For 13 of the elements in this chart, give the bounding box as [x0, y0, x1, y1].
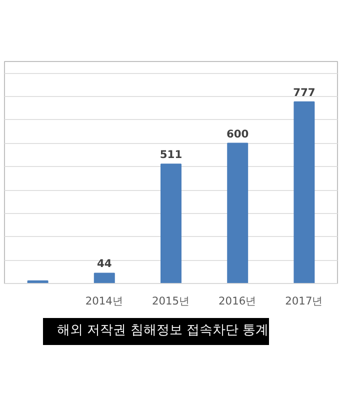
- data-label: 777: [293, 86, 316, 99]
- bar: [160, 164, 182, 284]
- text: 해외 저작권 침해정보 접속차단 통계: [57, 322, 269, 340]
- x-tick-label: 2014년: [85, 294, 124, 308]
- data-label: 44: [96, 257, 112, 270]
- bar: [227, 142, 248, 284]
- x-tick-label: 2017년: [285, 294, 324, 308]
- x-tick-label: 2016년: [218, 294, 257, 308]
- bar: [94, 272, 115, 284]
- x-tick-label: 2015년: [152, 294, 190, 308]
- data-label: 600: [226, 127, 249, 140]
- data-label: 511: [160, 148, 182, 162]
- bar: [294, 101, 315, 284]
